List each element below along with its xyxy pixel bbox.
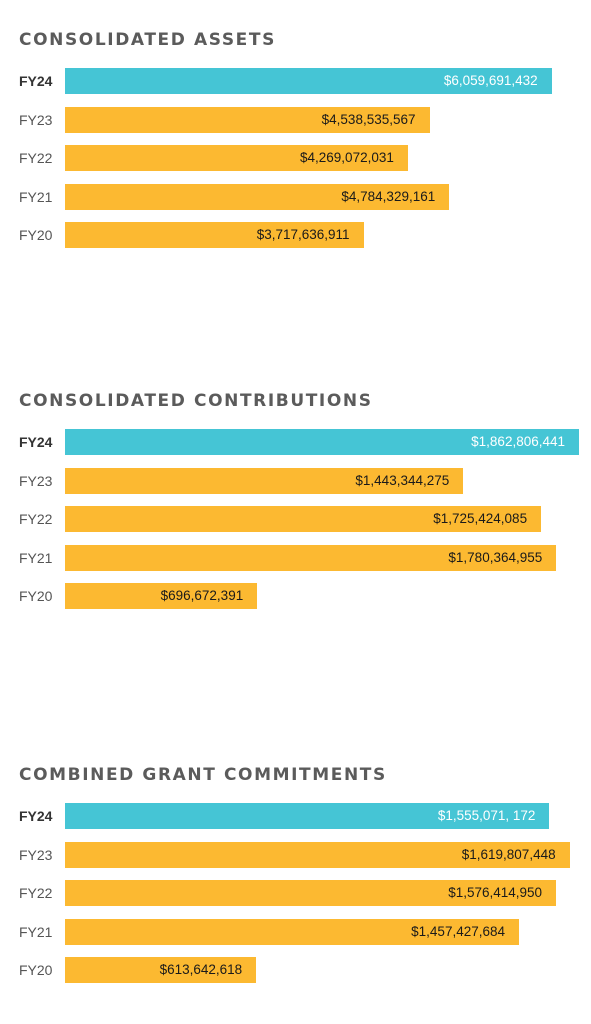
year-label: FY20	[19, 588, 53, 604]
prior-year-bar: $4,538,535,567	[65, 106, 430, 133]
bar-row: FY21 $1,457,427,684	[0, 918, 591, 945]
year-label: FY22	[19, 511, 53, 527]
bar-row: FY20 $613,642,618	[0, 957, 591, 983]
prior-year-bar: $1,725,424,085	[65, 506, 542, 532]
year-label: FY23	[19, 111, 53, 128]
prior-year-bar: $1,443,344,275	[65, 467, 464, 494]
year-label: FY22	[19, 150, 53, 166]
current-year-bar: $1,862,806,441	[65, 429, 579, 455]
bar-value-label: $4,538,535,567	[321, 111, 416, 127]
year-label: FY24	[19, 73, 53, 89]
bar-value-label: $613,642,618	[159, 962, 243, 977]
assets-title: CONSOLIDATED ASSETS	[19, 30, 276, 50]
bar-row: FY22 $1,725,424,085	[0, 506, 591, 532]
year-label: FY20	[19, 227, 53, 243]
bar-value-label: $1,725,424,085	[433, 511, 528, 526]
bar-value-label: $4,784,329,161	[341, 188, 436, 204]
prior-year-bar: $613,642,618	[65, 957, 257, 983]
prior-year-bar: $696,672,391	[65, 583, 258, 609]
year-label: FY22	[19, 885, 53, 901]
bar-value-label: $6,059,691,432	[443, 73, 538, 88]
prior-year-bar: $1,457,427,684	[65, 918, 519, 945]
prior-year-bar: $1,619,807,448	[65, 841, 570, 868]
bar-value-label: $1,862,806,441	[471, 434, 565, 449]
bar-row: FY20 $3,717,636,911	[0, 222, 591, 248]
bar-row: FY24 $1,862,806,441	[0, 429, 591, 455]
year-label: FY21	[19, 549, 53, 566]
bar-row: FY20 $696,672,391	[0, 583, 591, 609]
year-label: FY24	[19, 434, 53, 450]
prior-year-bar: $3,717,636,911	[65, 222, 364, 248]
year-label: FY21	[19, 188, 53, 205]
bar-row: FY21 $1,780,364,955	[0, 544, 591, 571]
contributions-title: CONSOLIDATED CONTRIBUTIONS	[19, 391, 373, 411]
prior-year-bar: $1,780,364,955	[65, 544, 557, 571]
bar-row: FY22 $1,576,414,950	[0, 880, 591, 906]
bar-value-label: $4,269,072,031	[300, 150, 394, 165]
bar-row: FY23 $4,538,535,567	[0, 106, 591, 133]
bar-row: FY21 $4,784,329,161	[0, 183, 591, 210]
year-label: FY24	[19, 808, 53, 824]
bar-value-label: $3,717,636,911	[256, 227, 350, 242]
current-year-bar: $1,555,071, 172	[65, 803, 550, 829]
bar-row: FY22 $4,269,072,031	[0, 145, 591, 171]
grants-title: COMBINED GRANT COMMITMENTS	[19, 765, 387, 785]
bar-value-label: $1,576,414,950	[448, 885, 543, 900]
bar-value-label: $1,457,427,684	[411, 923, 505, 939]
year-label: FY23	[19, 846, 53, 863]
bar-value-label: $1,619,807,448	[461, 846, 556, 862]
bar-row: FY23 $1,443,344,275	[0, 467, 591, 494]
year-label: FY21	[19, 923, 53, 940]
bar-row: FY23 $1,619,807,448	[0, 841, 591, 868]
bar-row: FY24 $1,555,071, 172	[0, 803, 591, 829]
bar-value-label: $696,672,391	[160, 588, 244, 603]
year-label: FY23	[19, 472, 53, 489]
bar-value-label: $1,555,071, 172	[437, 808, 536, 823]
bar-row: FY24 $6,059,691,432	[0, 68, 591, 94]
current-year-bar: $6,059,691,432	[65, 68, 552, 94]
year-label: FY20	[19, 962, 53, 978]
bar-value-label: $1,780,364,955	[448, 549, 543, 565]
bar-value-label: $1,443,344,275	[355, 472, 450, 488]
prior-year-bar: $4,269,072,031	[65, 145, 408, 171]
prior-year-bar: $4,784,329,161	[65, 183, 450, 210]
prior-year-bar: $1,576,414,950	[65, 880, 557, 906]
